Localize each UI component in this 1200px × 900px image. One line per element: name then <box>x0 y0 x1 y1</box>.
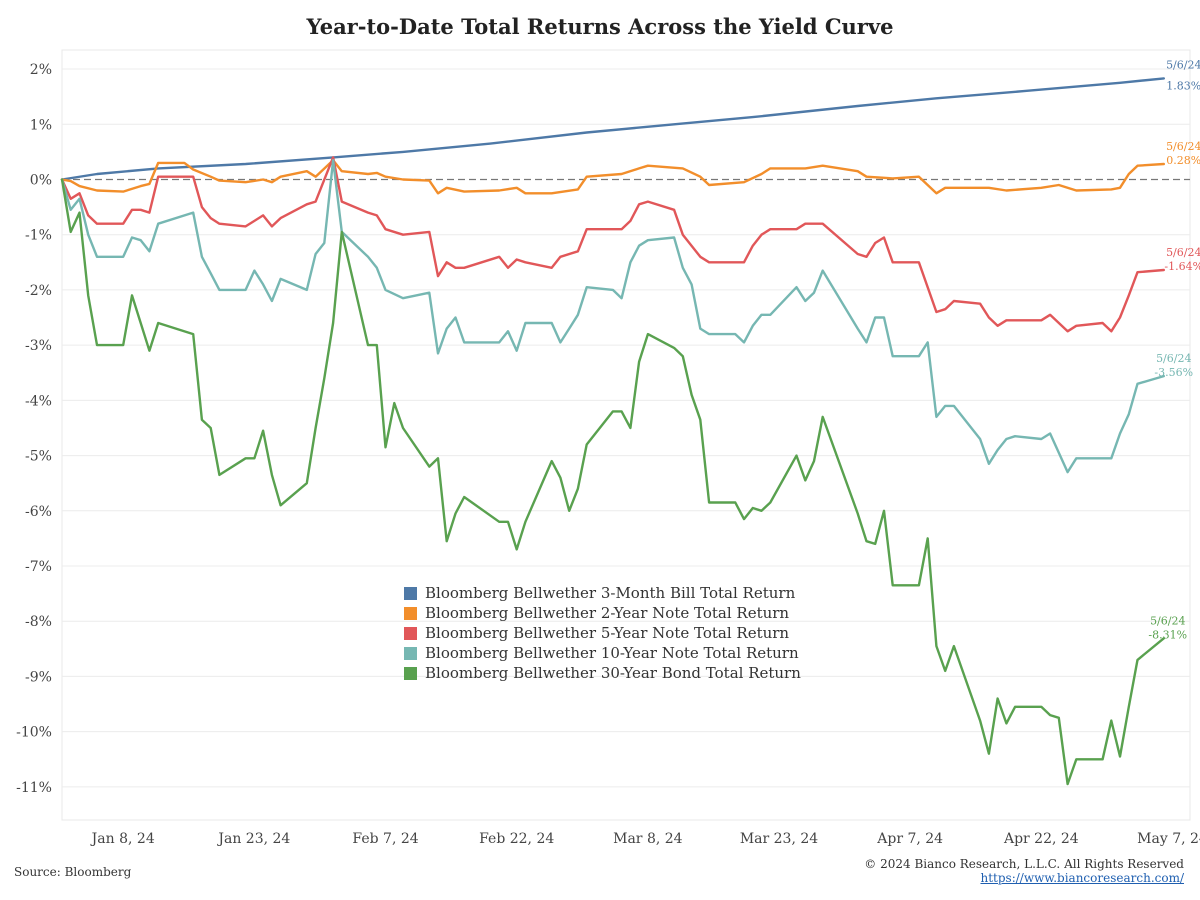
legend-label: Bloomberg Bellwether 30-Year Bond Total … <box>425 664 801 682</box>
x-tick-label: May 7, 24 <box>1137 831 1200 847</box>
y-tick-label: 1% <box>30 117 52 133</box>
source-note: Source: Bloomberg <box>14 865 132 879</box>
series-lines <box>60 77 1165 786</box>
x-tick-label: Mar 23, 24 <box>740 831 818 847</box>
end-value-label: -8.31% <box>1148 628 1187 641</box>
legend-item-10y-note: Bloomberg Bellwether 10-Year Note Total … <box>404 643 801 663</box>
end-labels: 5/6/241.83%5/6/240.28%5/6/24-1.64%5/6/24… <box>1148 58 1200 641</box>
gridlines <box>61 49 1191 821</box>
legend-label: Bloomberg Bellwether 3-Month Bill Total … <box>425 584 796 602</box>
x-tick-label: Apr 7, 24 <box>876 831 943 847</box>
y-tick-label: -5% <box>25 449 52 465</box>
y-tick-label: -1% <box>25 228 52 244</box>
legend-swatch <box>404 606 417 620</box>
series-line <box>60 77 1165 181</box>
end-value-label: 0.28% <box>1166 154 1200 167</box>
x-tick-label: Jan 8, 24 <box>90 831 155 847</box>
copyright-text: © 2024 Bianco Research, L.L.C. All Right… <box>864 857 1184 871</box>
end-date-label: 5/6/24 <box>1166 246 1200 259</box>
end-date-label: 5/6/24 <box>1166 140 1200 153</box>
y-tick-label: -9% <box>25 669 52 685</box>
x-axis: Jan 8, 24 Jan 23, 24 Feb 7, 24 Feb 22, 24 Ma… <box>90 831 1200 847</box>
end-value-label: -3.56% <box>1154 366 1193 379</box>
x-tick-label: Feb 22, 24 <box>479 831 554 847</box>
x-tick-label: Mar 8, 24 <box>613 831 683 847</box>
legend-item-5y-note: Bloomberg Bellwether 5-Year Note Total R… <box>404 623 801 643</box>
y-tick-label: -4% <box>25 393 52 409</box>
end-value-label: -1.64% <box>1164 260 1200 273</box>
series-line <box>60 159 1165 474</box>
website-link[interactable]: https://www.biancoresearch.com/ <box>980 871 1184 885</box>
legend-swatch <box>404 646 417 660</box>
y-tick-label: -8% <box>25 614 52 630</box>
y-tick-label: -2% <box>25 283 52 299</box>
y-tick-label: -7% <box>25 559 52 575</box>
end-date-label: 5/6/24 <box>1156 352 1191 365</box>
legend-label: Bloomberg Bellwether 5-Year Note Total R… <box>425 624 790 642</box>
y-tick-label: 0% <box>30 172 52 188</box>
series-line <box>60 159 1165 195</box>
y-tick-label: -10% <box>16 725 52 741</box>
chart-title: Year-to-Date Total Returns Across the Yi… <box>306 14 894 39</box>
legend: Bloomberg Bellwether 3-Month Bill Total … <box>404 583 801 683</box>
legend-swatch <box>404 586 417 600</box>
end-date-label: 5/6/24 <box>1150 614 1185 627</box>
end-value-label: 1.83% <box>1166 79 1200 92</box>
copyright-block: © 2024 Bianco Research, L.L.C. All Right… <box>864 857 1184 885</box>
legend-swatch <box>404 626 417 640</box>
legend-label: Bloomberg Bellwether 10-Year Note Total … <box>425 644 799 662</box>
series-line <box>60 178 1165 786</box>
legend-item-30y-bond: Bloomberg Bellwether 30-Year Bond Total … <box>404 663 801 683</box>
y-tick-label: 2% <box>30 62 52 78</box>
y-axis: 2% 1% 0% -1% -2% -3% -4% -5% -6% -7% -8% -9% -10% -11… <box>16 62 52 796</box>
legend-label: Bloomberg Bellwether 2-Year Note Total R… <box>425 604 790 622</box>
x-tick-label: Feb 7, 24 <box>352 831 418 847</box>
end-date-label: 5/6/24 <box>1166 58 1200 71</box>
legend-item-2y-note: Bloomberg Bellwether 2-Year Note Total R… <box>404 603 801 623</box>
y-tick-label: -6% <box>25 504 52 520</box>
x-tick-label: Apr 22, 24 <box>1003 831 1079 847</box>
y-tick-label: -11% <box>16 780 52 796</box>
series-line <box>60 156 1165 333</box>
y-tick-label: -3% <box>25 338 52 354</box>
plot-area <box>61 49 1191 821</box>
legend-swatch <box>404 666 417 680</box>
x-tick-label: Jan 23, 24 <box>216 831 290 847</box>
legend-item-3m-bill: Bloomberg Bellwether 3-Month Bill Total … <box>404 583 801 603</box>
